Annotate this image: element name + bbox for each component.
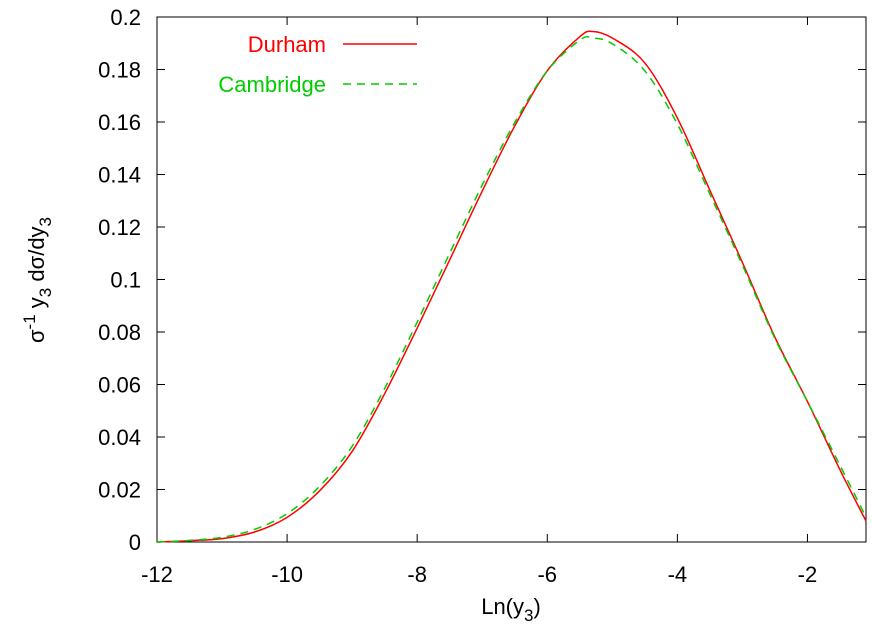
- y-tick-label: 0.2: [110, 5, 141, 30]
- x-tick-label: -6: [537, 562, 557, 587]
- x-tick-label: -4: [668, 562, 688, 587]
- legend: Durham Cambridge: [218, 32, 417, 97]
- y-tick-label: 0.14: [98, 163, 141, 188]
- series-layer: [156, 30, 867, 543]
- x-tick-label: -2: [798, 562, 818, 587]
- y-tick-label: 0.18: [98, 58, 141, 83]
- y-tick-label: 0.04: [98, 425, 141, 450]
- x-tick-label: -12: [141, 562, 173, 587]
- x-tick-label: -10: [271, 562, 303, 587]
- y-tick-label: 0.08: [98, 320, 141, 345]
- x-axis-ticks: -12 -10 -8 -6 -4 -2: [141, 17, 817, 587]
- y-tick-label: 0: [129, 530, 141, 555]
- y-tick-label: 0.02: [98, 478, 141, 503]
- x-tick-label: -8: [407, 562, 427, 587]
- y-tick-label: 0.06: [98, 373, 141, 398]
- y-tick-label: 0.16: [98, 110, 141, 135]
- x-axis-title: Ln(y3): [481, 594, 541, 625]
- y-axis-ticks: 0 0.02 0.04 0.06 0.08 0.1 0.12 0.14 0.16 0.18 0.2: [98, 5, 866, 555]
- legend-label-cambridge: Cambridge: [218, 72, 326, 97]
- y-tick-label: 0.12: [98, 215, 141, 240]
- y-tick-label: 0.1: [110, 268, 141, 293]
- series-line-durham: [156, 30, 867, 543]
- y-axis-title: σ-1 y3 dσ/dy3: [20, 217, 55, 343]
- legend-label-durham: Durham: [248, 32, 326, 57]
- series-line-cambridge: [156, 36, 867, 543]
